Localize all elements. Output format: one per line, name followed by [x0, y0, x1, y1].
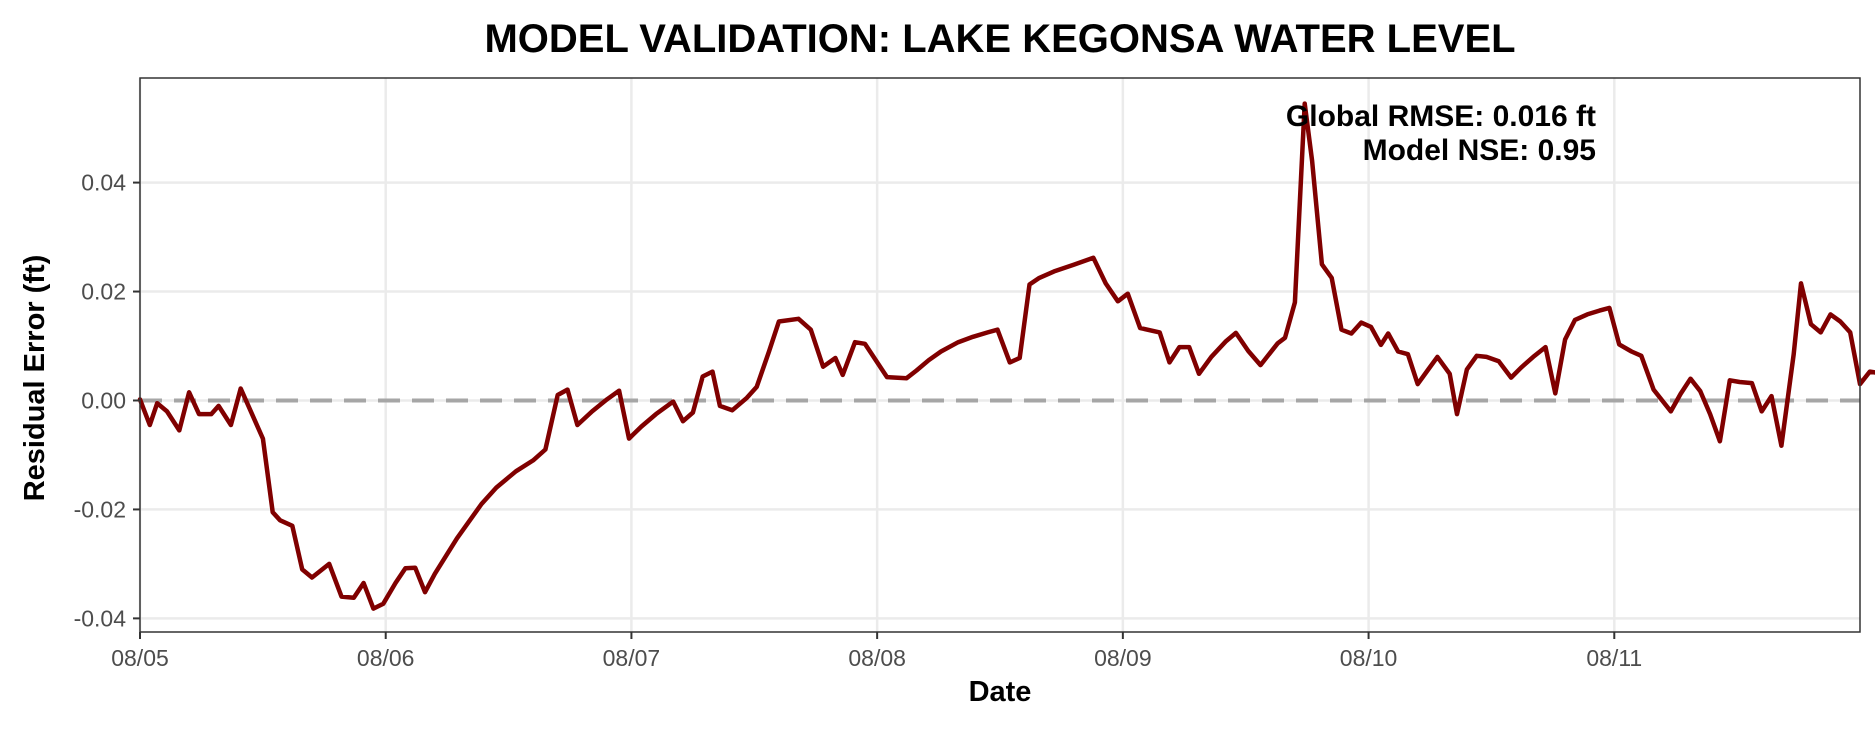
- grid: [138, 78, 1860, 632]
- y-axis: -0.04 -0.02 0.00 0.02 0.04: [74, 170, 140, 631]
- y-axis-title: Residual Error (ft): [19, 255, 51, 502]
- x-tick-label: 08/06: [357, 645, 415, 671]
- y-tick-label: 0.00: [81, 387, 126, 413]
- x-tick-label: 08/10: [1340, 645, 1398, 671]
- y-tick-label: -0.04: [74, 605, 127, 631]
- y-tick-label: -0.02: [74, 496, 126, 522]
- x-tick-label: 08/08: [848, 645, 906, 671]
- nse-annotation: Model NSE: 0.95: [1363, 134, 1596, 167]
- x-tick-label: 08/09: [1094, 645, 1152, 671]
- y-tick-label: 0.04: [81, 170, 126, 196]
- x-axis-title: Date: [969, 676, 1032, 708]
- residual-series-line: [137, 101, 1875, 611]
- x-tick-label: 08/11: [1586, 645, 1642, 671]
- y-tick-label: 0.02: [81, 279, 126, 305]
- chart-title: MODEL VALIDATION: LAKE KEGONSA WATER LEV…: [484, 17, 1515, 61]
- plot-panel-border: [139, 77, 1861, 633]
- x-tick-label: 08/05: [111, 645, 169, 671]
- x-tick-label: 08/07: [603, 645, 661, 671]
- x-axis: 08/05 08/06 08/07 08/08 08/09 08/10 08/11: [111, 632, 1642, 671]
- rmse-annotation: Global RMSE: 0.016 ft: [1286, 100, 1596, 133]
